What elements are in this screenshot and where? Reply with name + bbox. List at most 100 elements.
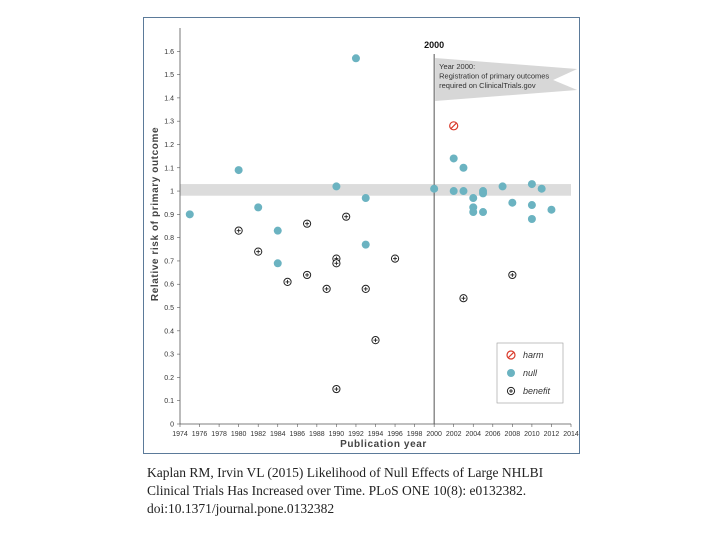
y-tick-label: 1.6 <box>164 49 174 56</box>
x-tick-label: 1996 <box>387 431 403 438</box>
y-tick-label: 0.2 <box>164 375 174 382</box>
legend-label-harm: harm <box>523 350 544 360</box>
null-point <box>234 166 243 175</box>
benefit-point <box>390 254 400 263</box>
null-point <box>507 369 515 377</box>
null-point <box>430 184 439 193</box>
data-points <box>185 54 556 394</box>
x-tick-label: 2012 <box>544 431 560 438</box>
null-point <box>498 182 507 191</box>
y-axis-title: Relative risk of primary outcome <box>150 127 161 301</box>
null-point <box>273 259 282 268</box>
harm-point <box>449 121 459 131</box>
chart-frame: 1974 1976 1978 1980 1982 1984 1986 1988 1990 1992… <box>143 17 580 454</box>
caption-line-3: doi:10.1371/journal.pone.0132382 <box>147 501 335 516</box>
null-point <box>449 187 458 196</box>
y-tick-label: 1 <box>170 189 174 196</box>
y-tick-label: 1.4 <box>164 95 174 102</box>
null-point <box>459 187 468 196</box>
benefit-point <box>508 270 517 280</box>
annotation-line-3: required on ClinicalTrials.gov <box>439 81 536 90</box>
harm-point <box>506 350 516 360</box>
y-tick-label: 0.8 <box>164 235 174 242</box>
benefit-point <box>459 294 468 303</box>
benefit-point <box>254 247 263 256</box>
x-tick-label: 2014 <box>563 431 579 438</box>
x-tick-label: 2008 <box>505 431 521 438</box>
benefit-point <box>234 226 243 235</box>
legend-label-benefit: benefit <box>523 386 551 396</box>
legend-harm-symbol <box>506 350 516 360</box>
x-tick-label: 2010 <box>524 431 540 438</box>
benefit-point <box>361 284 370 293</box>
caption-line-1: Kaplan RM, Irvin VL (2015) Likelihood of… <box>147 465 544 480</box>
x-tick-label: 1976 <box>192 431 208 438</box>
citation-caption: Kaplan RM, Irvin VL (2015) Likelihood of… <box>147 464 607 518</box>
x-tick-label: 2004 <box>465 431 481 438</box>
y-tick-label: 0.3 <box>164 352 174 359</box>
y-tick-label: 1.1 <box>164 165 174 172</box>
benefit-point <box>342 212 351 221</box>
annotation-line-1: Year 2000: <box>439 62 475 71</box>
y-tick-label: 0.9 <box>164 212 174 219</box>
legend-benefit-symbol <box>506 386 516 396</box>
x-tick-label: 1984 <box>270 431 286 438</box>
y-tick-label: 1.3 <box>164 119 174 126</box>
benefit-point <box>332 384 341 394</box>
null-point <box>547 205 556 214</box>
x-tick-label: 1982 <box>250 431 266 438</box>
null-point <box>527 180 536 189</box>
null-point <box>273 226 282 235</box>
x-tick-label: 1998 <box>407 431 423 438</box>
legend-label-null: null <box>523 368 538 378</box>
null-point <box>527 215 536 224</box>
null-point <box>479 189 488 198</box>
x-tick-label: 1974 <box>172 431 188 438</box>
null-effect-band <box>180 184 571 196</box>
y-axis: 0 0.1 0.2 0.3 0.4 0.5 0.6 0.7 0.8 0.9 1 1.1 1.2 1.3 1.… <box>164 49 180 429</box>
null-point <box>527 201 536 210</box>
null-point <box>508 198 517 207</box>
x-tick-label: 1986 <box>290 431 306 438</box>
benefit-point <box>302 219 312 228</box>
benefit-point <box>332 259 341 268</box>
benefit-point <box>506 386 516 396</box>
y-tick-label: 0.5 <box>164 305 174 312</box>
null-point <box>361 240 370 249</box>
legend-null-symbol <box>507 369 515 377</box>
x-tick-label: 1988 <box>309 431 325 438</box>
null-point <box>332 182 341 191</box>
y-tick-label: 0.1 <box>164 398 174 405</box>
x-tick-label: 1990 <box>329 431 345 438</box>
scatter-chart: 1974 1976 1978 1980 1982 1984 1986 1988 1990 1992… <box>150 28 579 450</box>
null-point <box>185 210 194 219</box>
annotation-line-2: Registration of primary outcomes <box>439 72 549 81</box>
y-tick-label: 0.4 <box>164 328 174 335</box>
y-tick-label: 0 <box>170 422 174 429</box>
x-tick-label: 2006 <box>485 431 501 438</box>
annotation-flag <box>435 58 578 101</box>
x-tick-label: 1978 <box>211 431 227 438</box>
benefit-point <box>302 270 312 280</box>
benefit-point <box>322 284 331 293</box>
null-point <box>254 203 263 212</box>
y-tick-label: 1.5 <box>164 72 174 79</box>
legend: harm null benefit <box>496 342 564 404</box>
y-tick-label: 0.6 <box>164 282 174 289</box>
null-point <box>469 194 478 203</box>
null-point <box>361 194 370 203</box>
caption-line-2: Clinical Trials Has Increased over Time.… <box>147 483 527 498</box>
null-point <box>459 163 468 172</box>
x-tick-label: 2002 <box>446 431 462 438</box>
null-point <box>449 154 458 163</box>
null-point <box>537 184 546 193</box>
null-point <box>479 208 488 217</box>
x-tick-label: 1994 <box>368 431 384 438</box>
benefit-point <box>371 336 380 345</box>
null-point <box>351 54 360 63</box>
y-tick-label: 1.2 <box>164 142 174 149</box>
y-tick-label: 0.7 <box>164 258 174 265</box>
x-tick-label: 1992 <box>348 431 364 438</box>
null-point <box>469 208 478 217</box>
year-2000-label: 2000 <box>424 40 444 50</box>
